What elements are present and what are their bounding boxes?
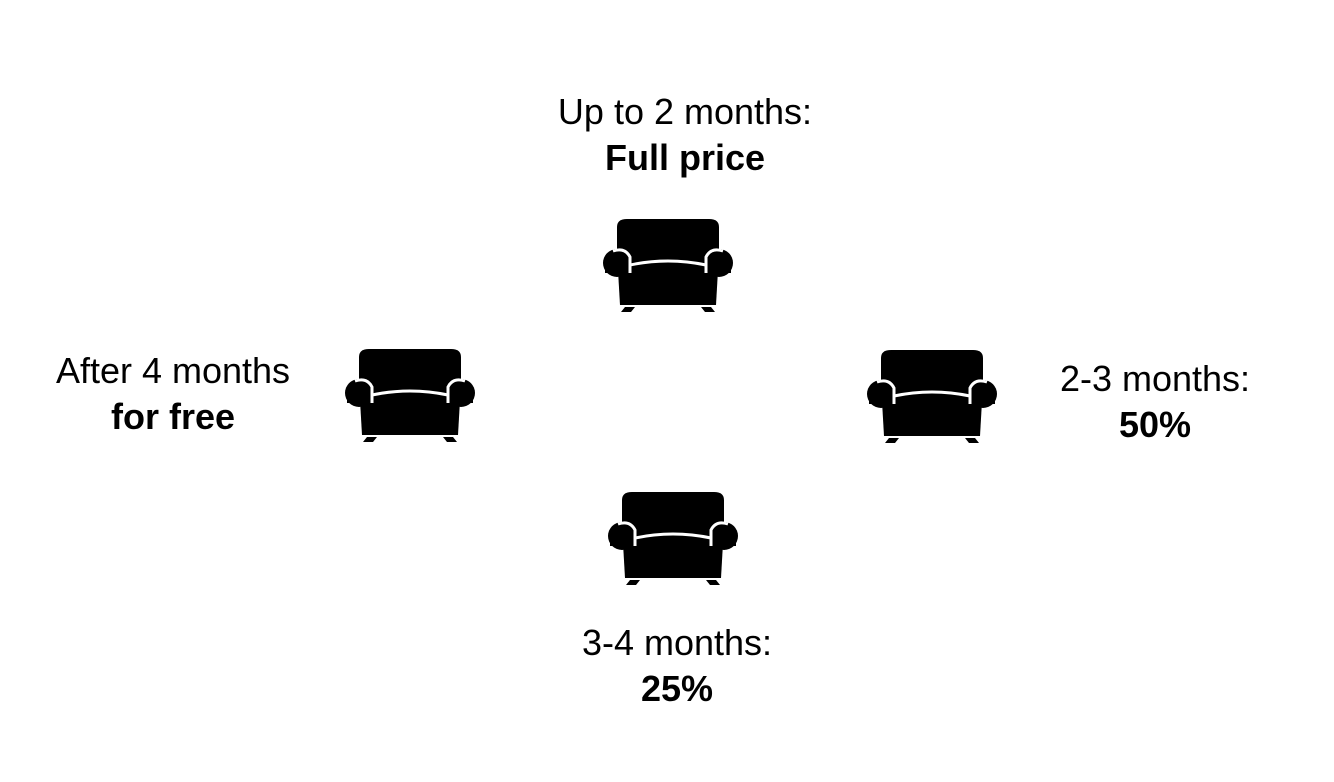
stage-price: 25% [640, 668, 714, 709]
armchair-icon [345, 347, 475, 442]
armchair-icon [867, 348, 997, 443]
stage-price: for free [110, 396, 236, 437]
stage-price: 50% [1118, 404, 1192, 445]
stage-price: Full price [604, 137, 766, 178]
stage-period: Up to 2 months: [557, 91, 813, 132]
stage-period: After 4 months [55, 350, 291, 391]
stage-period: 2-3 months: [1059, 358, 1251, 399]
armchair-icon [608, 490, 738, 585]
stage-period: 3-4 months: [581, 622, 773, 663]
stage-label-2-3-months: 2-3 months: 50% [1030, 356, 1280, 448]
stage-label-3-4-months: 3-4 months: 25% [527, 620, 827, 712]
armchair-icon [603, 217, 733, 312]
stage-label-up-to-2-months: Up to 2 months: Full price [535, 89, 835, 181]
stage-label-after-4-months: After 4 months for free [23, 348, 323, 440]
